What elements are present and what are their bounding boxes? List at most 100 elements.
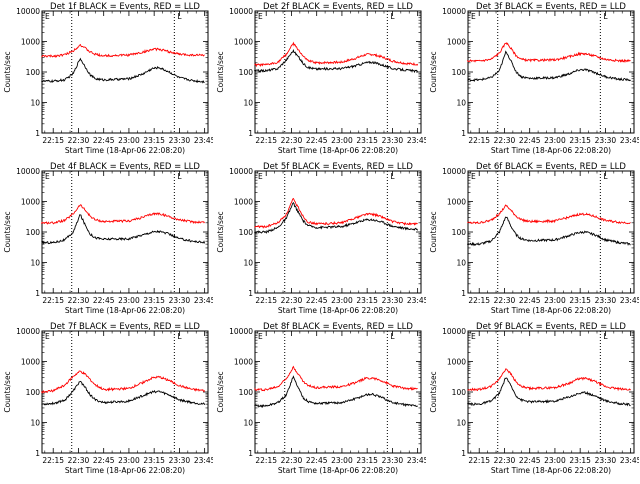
chart-title: Det 7f BLACK = Events, RED = LLD	[50, 322, 200, 332]
y-tick-label: 10000	[229, 167, 253, 176]
x-tick-label: 23:30	[595, 296, 617, 305]
x-tick-label: 23:15	[143, 136, 165, 145]
y-tick-label: 10000	[442, 167, 466, 176]
x-axis-label: Start Time (18-Apr-06 22:08:20)	[65, 146, 185, 155]
marker-label: L	[390, 12, 395, 21]
x-tick-label: 22:30	[281, 136, 303, 145]
y-tick-label: 100	[452, 388, 467, 397]
series-line-black	[254, 48, 419, 74]
plot-frame	[467, 330, 635, 454]
detector-panel: Det 1f BLACK = Events, RED = LLD Counts/s…	[0, 0, 216, 164]
y-tick-label: 10	[30, 259, 40, 268]
y-axis-label: Counts/sec	[216, 211, 225, 252]
x-tick-label: 23:15	[143, 296, 165, 305]
plot-frame	[41, 10, 209, 134]
x-tick-label: 22:45	[519, 456, 541, 465]
detector-panel: Det 7f BLACK = Events, RED = LLD Counts/s…	[0, 320, 216, 484]
chart-svg: Det 5f BLACK = Events, RED = LLD Counts/s…	[216, 162, 429, 315]
chart-title: Det 6f BLACK = Events, RED = LLD	[476, 162, 626, 172]
x-axis-label: Start Time (18-Apr-06 22:08:20)	[278, 306, 398, 315]
x-tick-label: 23:15	[569, 136, 591, 145]
y-tick-label: 100	[26, 68, 41, 77]
series-line-red	[254, 41, 419, 68]
series-line-black	[466, 216, 631, 247]
marker-label: L	[603, 332, 608, 341]
x-tick-label: 23:45	[620, 456, 639, 465]
x-axis-label: Start Time (18-Apr-06 22:08:20)	[491, 306, 611, 315]
series-line-black	[467, 377, 631, 407]
x-tick-label: 23:45	[407, 456, 426, 465]
y-tick-label: 10	[243, 99, 253, 108]
x-tick-label: 22:15	[42, 296, 64, 305]
y-tick-label: 10	[456, 259, 466, 268]
chart-svg: Det 4f BLACK = Events, RED = LLD Counts/s…	[3, 162, 216, 315]
y-tick-label: 10000	[229, 7, 253, 16]
y-axis-label: Counts/sec	[429, 51, 438, 92]
plot-frame	[254, 10, 422, 134]
x-tick-label: 22:15	[255, 296, 277, 305]
y-tick-label: 10	[30, 99, 40, 108]
x-tick-label: 23:30	[169, 136, 191, 145]
y-tick-label: 1000	[447, 198, 466, 207]
x-tick-label: 23:45	[194, 456, 213, 465]
x-tick-label: 22:30	[494, 296, 516, 305]
x-tick-label: 22:30	[494, 136, 516, 145]
x-tick-label: 22:30	[494, 456, 516, 465]
y-tick-label: 1	[35, 289, 40, 298]
x-tick-label: 23:45	[407, 296, 426, 305]
x-tick-label: 22:30	[281, 296, 303, 305]
y-tick-label: 10	[456, 419, 466, 428]
x-axis-label: Start Time (18-Apr-06 22:08:20)	[278, 466, 398, 475]
y-axis-label: Counts/sec	[3, 371, 12, 412]
x-tick-label: 23:30	[382, 456, 404, 465]
detector-panel: Det 3f BLACK = Events, RED = LLD Counts/s…	[426, 0, 640, 164]
y-tick-label: 10	[243, 259, 253, 268]
marker-label: L	[603, 12, 608, 21]
x-tick-label: 23:45	[194, 296, 213, 305]
x-tick-label: 23:00	[118, 136, 140, 145]
series-line-red	[41, 43, 205, 58]
series-line-black	[41, 214, 206, 245]
x-tick-label: 22:15	[468, 136, 490, 145]
marker-label: L	[177, 332, 182, 341]
detector-panel: Det 6f BLACK = Events, RED = LLD Counts/s…	[426, 160, 640, 324]
detector-panel: Det 9f BLACK = Events, RED = LLD Counts/s…	[426, 320, 640, 484]
x-tick-label: 22:15	[255, 136, 277, 145]
detector-panel: Det 5f BLACK = Events, RED = LLD Counts/s…	[213, 160, 429, 324]
plot-frame	[467, 170, 635, 294]
series-line-black	[254, 375, 418, 409]
chart-svg: Det 7f BLACK = Events, RED = LLD Counts/s…	[3, 322, 216, 475]
x-tick-label: 22:45	[93, 296, 115, 305]
y-tick-label: 1000	[234, 38, 253, 47]
plot-frame	[41, 170, 209, 294]
x-tick-label: 22:45	[519, 296, 541, 305]
y-axis-label: Counts/sec	[216, 51, 225, 92]
y-tick-label: 1000	[21, 198, 40, 207]
series-line-red	[254, 197, 418, 229]
x-tick-label: 22:30	[68, 136, 90, 145]
marker-label: L	[177, 172, 182, 181]
y-tick-label: 100	[452, 228, 467, 237]
x-tick-label: 22:45	[306, 136, 328, 145]
x-tick-label: 23:15	[143, 456, 165, 465]
y-tick-label: 1	[248, 449, 253, 458]
x-axis-label: Start Time (18-Apr-06 22:08:20)	[491, 466, 611, 475]
marker-label: E	[45, 12, 50, 21]
x-axis-label: Start Time (18-Apr-06 22:08:20)	[65, 306, 185, 315]
marker-label: E	[471, 332, 476, 341]
plot-frame	[254, 330, 422, 454]
y-axis-label: Counts/sec	[3, 211, 12, 252]
x-axis-label: Start Time (18-Apr-06 22:08:20)	[491, 146, 611, 155]
x-tick-label: 23:15	[569, 456, 591, 465]
detector-panel: Det 4f BLACK = Events, RED = LLD Counts/s…	[0, 160, 216, 324]
chart-title: Det 4f BLACK = Events, RED = LLD	[50, 162, 200, 172]
chart-title: Det 8f BLACK = Events, RED = LLD	[263, 322, 413, 332]
x-tick-label: 23:30	[382, 296, 404, 305]
x-tick-label: 23:30	[382, 136, 404, 145]
y-tick-label: 100	[26, 388, 41, 397]
y-tick-label: 1000	[234, 198, 253, 207]
series-line-black	[41, 380, 206, 406]
y-tick-label: 1000	[447, 358, 466, 367]
x-tick-label: 22:45	[306, 296, 328, 305]
